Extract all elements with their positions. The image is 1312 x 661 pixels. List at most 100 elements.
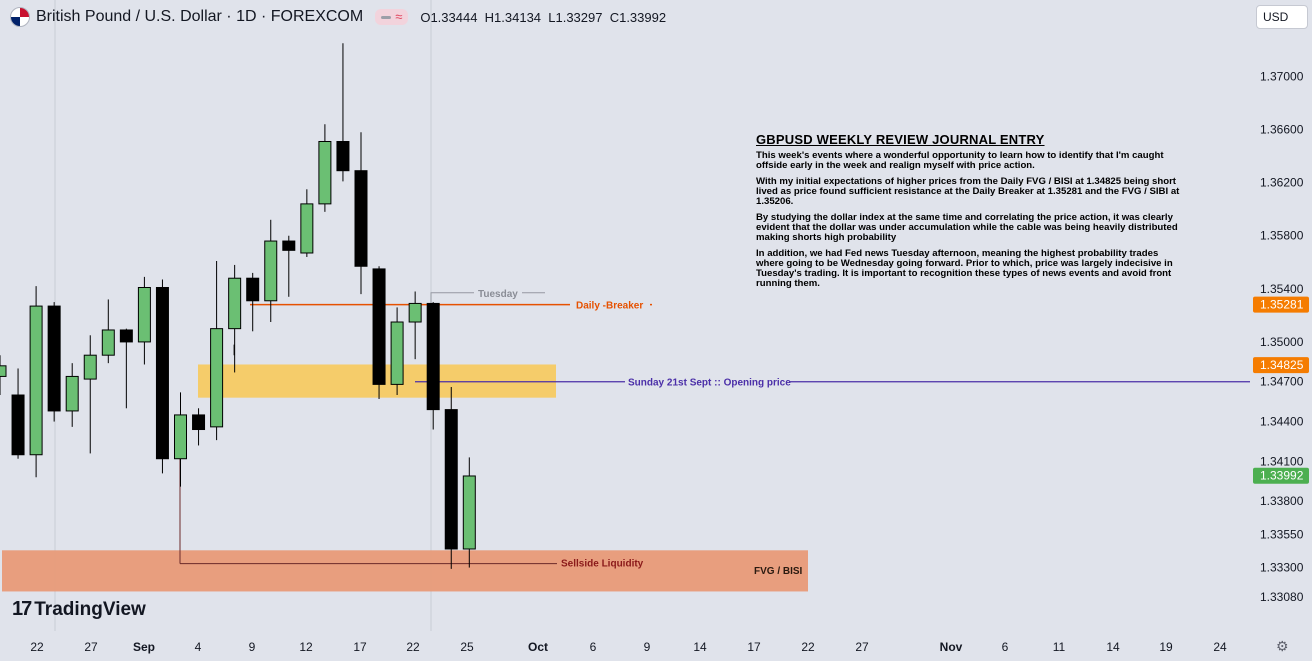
candle[interactable] bbox=[390, 307, 404, 396]
time-tick-label: 14 bbox=[693, 640, 707, 654]
candle-body bbox=[246, 277, 260, 302]
candle[interactable] bbox=[318, 124, 332, 212]
candle-body bbox=[101, 329, 115, 356]
candle-body bbox=[228, 277, 242, 330]
candle-body bbox=[390, 321, 404, 385]
candle[interactable] bbox=[47, 302, 61, 422]
candle[interactable] bbox=[282, 235, 296, 297]
wave-icon: ≈ bbox=[395, 9, 403, 24]
candle[interactable] bbox=[11, 368, 25, 459]
candle-body bbox=[282, 240, 296, 251]
indicator-pill[interactable]: ≈ bbox=[375, 9, 409, 25]
candle-body bbox=[408, 302, 422, 323]
symbol-header[interactable]: British Pound / U.S. Dollar · 1D · FOREX… bbox=[10, 6, 666, 28]
price-tick-label: 1.33550 bbox=[1260, 527, 1304, 541]
candle-body bbox=[137, 286, 151, 343]
price-tick-label: 1.36200 bbox=[1260, 176, 1304, 190]
opening-price-label: Sunday 21st Sept :: Opening price bbox=[628, 378, 791, 389]
candle-body bbox=[354, 170, 368, 267]
candle[interactable] bbox=[101, 299, 115, 364]
candle-body bbox=[119, 329, 133, 343]
candle[interactable] bbox=[300, 189, 314, 257]
tradingview-logo[interactable]: 17 TradingView bbox=[12, 598, 146, 621]
candle[interactable] bbox=[192, 408, 206, 446]
candle-body bbox=[29, 305, 43, 456]
fvg-bisi-label: FVG / BISI bbox=[754, 566, 803, 577]
price-tag[interactable]: 1.34825 bbox=[1253, 357, 1309, 374]
candle-body bbox=[426, 302, 440, 411]
candle[interactable] bbox=[137, 276, 151, 365]
time-tick-label: 22 bbox=[406, 640, 420, 654]
time-tick-label: 27 bbox=[84, 640, 98, 654]
tuesday-label: Tuesday bbox=[478, 289, 518, 300]
candle-body bbox=[336, 140, 350, 172]
time-tick-label: 17 bbox=[353, 640, 367, 654]
candle[interactable] bbox=[228, 264, 242, 373]
journal-paragraph: In addition, we had Fed news Tuesday aft… bbox=[756, 248, 1173, 289]
price-tick-label: 1.33300 bbox=[1260, 561, 1304, 575]
fvg-bisi-zone[interactable] bbox=[2, 550, 808, 592]
time-tick-label: Oct bbox=[528, 640, 548, 654]
indicator-dash-icon bbox=[381, 15, 392, 19]
price-tag-box bbox=[1253, 357, 1309, 374]
price-tick-label: 1.36600 bbox=[1260, 123, 1304, 137]
journal-paragraph: This week's events where a wonderful opp… bbox=[756, 150, 1164, 171]
time-tick-label: 12 bbox=[299, 640, 313, 654]
sellside-liquidity-label: Sellside Liquidity bbox=[561, 559, 644, 570]
candle-body bbox=[155, 286, 169, 460]
price-tag-box bbox=[1253, 296, 1309, 313]
candle-body bbox=[174, 414, 187, 460]
price-tag-label: 1.35281 bbox=[1260, 298, 1304, 312]
candle[interactable] bbox=[155, 279, 169, 474]
candle[interactable] bbox=[444, 387, 458, 569]
price-tick-label: 1.34700 bbox=[1260, 375, 1304, 389]
journal-paragraph: With my initial expectations of higher p… bbox=[756, 176, 1180, 207]
time-tick-label: 19 bbox=[1159, 640, 1173, 654]
candle[interactable] bbox=[0, 355, 7, 396]
candle[interactable] bbox=[65, 363, 79, 427]
price-tag[interactable]: 1.33992 bbox=[1253, 467, 1309, 484]
price-axis[interactable] bbox=[1252, 0, 1312, 631]
price-tag[interactable]: 1.35281 bbox=[1253, 296, 1309, 313]
candle[interactable] bbox=[372, 266, 386, 399]
journal-title: GBPUSD WEEKLY REVIEW JOURNAL ENTRY bbox=[756, 132, 1045, 147]
candle-body bbox=[11, 394, 25, 456]
currency-selector[interactable]: USD bbox=[1256, 5, 1308, 29]
price-tag-label: 1.34825 bbox=[1260, 358, 1304, 372]
candle-body bbox=[444, 409, 458, 550]
candle-body bbox=[318, 140, 332, 205]
time-tick-label: 27 bbox=[855, 640, 869, 654]
candle[interactable] bbox=[336, 43, 350, 182]
price-tick-label: 1.33800 bbox=[1260, 494, 1304, 508]
candle[interactable] bbox=[462, 457, 476, 568]
candle[interactable] bbox=[83, 335, 97, 454]
candle-body bbox=[47, 305, 61, 412]
candle[interactable] bbox=[174, 392, 187, 487]
time-tick-label: 22 bbox=[30, 640, 44, 654]
time-tick-label: 24 bbox=[1213, 640, 1227, 654]
tradingview-logo-text: TradingView bbox=[34, 598, 146, 620]
symbol-title[interactable]: British Pound / U.S. Dollar · 1D · FOREX… bbox=[36, 8, 364, 25]
tradingview-logo-icon: 17 bbox=[12, 598, 32, 620]
candle[interactable] bbox=[29, 286, 43, 478]
candle-body bbox=[372, 268, 386, 385]
price-tick-label: 1.37000 bbox=[1260, 69, 1304, 83]
candle[interactable] bbox=[246, 272, 260, 332]
settings-gear-icon[interactable]: ⚙ bbox=[1276, 638, 1289, 654]
candle[interactable] bbox=[354, 132, 368, 295]
plot-area[interactable] bbox=[0, 0, 1252, 631]
tuesday-marker-line bbox=[430, 292, 474, 304]
time-axis[interactable] bbox=[0, 631, 1312, 661]
time-tick-label: 25 bbox=[460, 640, 474, 654]
candle[interactable] bbox=[426, 302, 440, 430]
time-tick-label: 6 bbox=[1002, 640, 1009, 654]
candle[interactable] bbox=[264, 219, 278, 323]
price-tick-label: 1.34100 bbox=[1260, 454, 1304, 468]
journal-paragraph: By studying the dollar index at the same… bbox=[756, 212, 1178, 243]
candle[interactable] bbox=[210, 260, 224, 441]
candle-body bbox=[83, 354, 97, 380]
candle[interactable] bbox=[408, 291, 422, 360]
candle[interactable] bbox=[119, 328, 133, 409]
gbp-usd-flag-icon bbox=[10, 7, 30, 27]
